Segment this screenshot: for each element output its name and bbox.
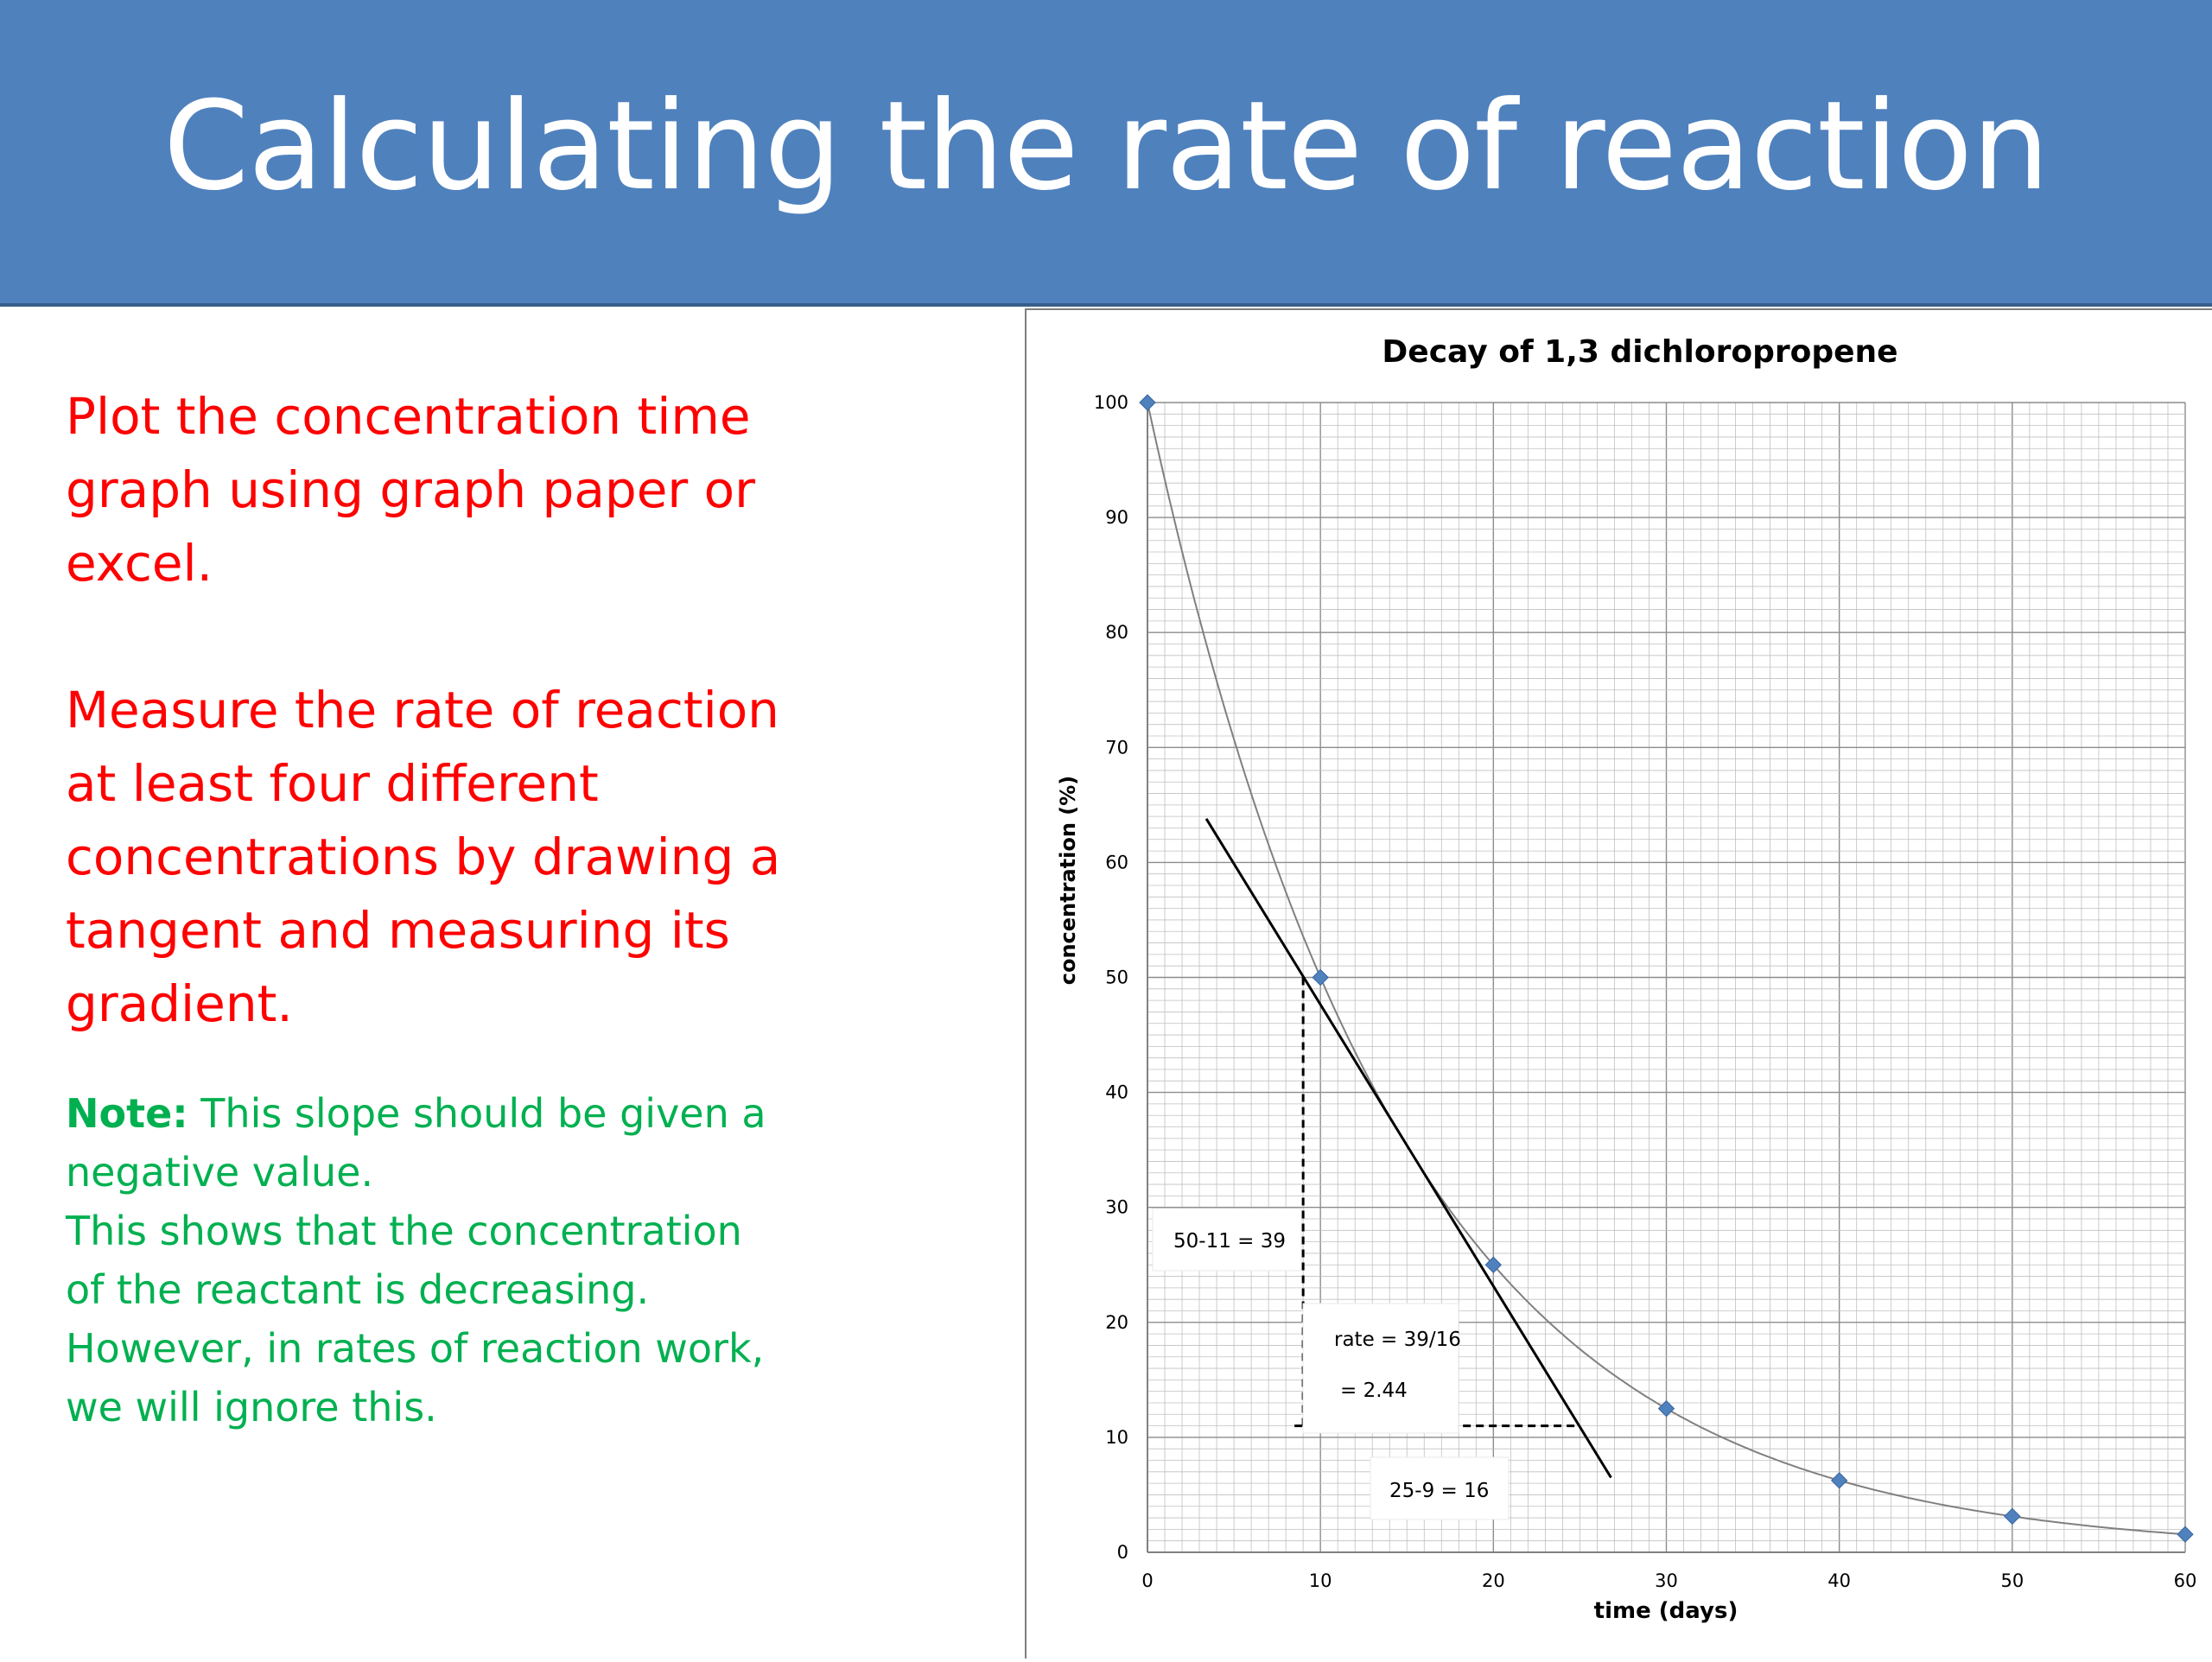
y-axis-label: concentration (%) xyxy=(1056,776,1080,986)
y-tick-label: 30 xyxy=(1105,1197,1128,1218)
x-tick-label: 30 xyxy=(1655,1570,1678,1591)
data-point xyxy=(1657,1399,1675,1418)
y-tick-label: 40 xyxy=(1105,1082,1128,1103)
instruction-line: graph using graph paper or xyxy=(66,460,756,519)
y-tick-label: 80 xyxy=(1105,622,1128,643)
slide-title: Calculating the rate of reaction xyxy=(162,75,2050,218)
run-label-box xyxy=(1370,1456,1510,1520)
instruction-line: Plot the concentration time xyxy=(66,387,751,446)
x-tick-label: 60 xyxy=(2174,1570,2197,1591)
note-line: of the reactant is decreasing. xyxy=(66,1266,650,1313)
note-line: However, in rates of reaction work, xyxy=(66,1325,765,1372)
instruction-line: Measure the rate of reaction xyxy=(66,681,779,739)
chart-title: Decay of 1,3 dichloropropene xyxy=(1382,334,1897,370)
note-block: Note: This slope should be given a negat… xyxy=(66,1084,999,1437)
data-point xyxy=(1830,1472,1848,1489)
rise-label-box xyxy=(1152,1208,1302,1272)
tangent-line xyxy=(1205,818,1612,1479)
instruction-line: at least four different xyxy=(66,754,599,813)
y-tick-label: 20 xyxy=(1105,1312,1128,1333)
y-tick-label: 70 xyxy=(1105,737,1128,758)
data-point xyxy=(1139,394,1156,411)
y-tick-label: 10 xyxy=(1105,1427,1128,1448)
instruction-line: concentrations by drawing a xyxy=(66,828,781,886)
data-point xyxy=(1484,1256,1503,1273)
instruction-line: gradient. xyxy=(66,974,293,1033)
y-tick-label: 90 xyxy=(1105,507,1128,528)
title-bar: Calculating the rate of reaction xyxy=(0,0,2212,307)
x-tick-label: 20 xyxy=(1482,1570,1505,1591)
rate-label-box xyxy=(1302,1303,1459,1434)
instruction-line: excel. xyxy=(66,534,213,593)
note-line: we will ignore this. xyxy=(66,1384,437,1430)
data-point xyxy=(2004,1507,2021,1526)
note-line: This slope should be given a xyxy=(188,1090,766,1137)
chart-panel: Decay of 1,3 dichloropropene 0 10 20 30 40 50… xyxy=(1025,308,2212,1659)
y-tick-label: 50 xyxy=(1105,967,1128,988)
rate-label: rate = 39/16 xyxy=(1334,1329,1461,1351)
y-tick-label: 100 xyxy=(1094,392,1128,413)
instruction-line: tangent and measuring its xyxy=(66,901,730,960)
x-axis-label: time (days) xyxy=(1594,1598,1738,1624)
data-point xyxy=(1312,968,1329,986)
x-tick-label: 10 xyxy=(1309,1570,1332,1591)
x-tick-label: 50 xyxy=(2000,1570,2024,1591)
y-tick-label: 0 xyxy=(1117,1542,1128,1563)
y-tick-label: 60 xyxy=(1105,852,1128,872)
x-tick-label: 40 xyxy=(1827,1570,1851,1591)
data-point xyxy=(2177,1526,2194,1543)
rise-label: 50-11 = 39 xyxy=(1173,1230,1286,1253)
x-tick-label: 0 xyxy=(1141,1570,1153,1591)
note-line: This shows that the concentration xyxy=(66,1208,742,1254)
note-label: Note: xyxy=(66,1090,188,1137)
run-label: 25-9 = 16 xyxy=(1389,1480,1489,1502)
decay-chart: Decay of 1,3 dichloropropene 0 10 20 30 40 50… xyxy=(1056,334,2197,1624)
note-line: negative value. xyxy=(66,1149,374,1196)
rate-value-label: = 2.44 xyxy=(1340,1380,1408,1402)
instructions-panel: Plot the concentration time graph using … xyxy=(66,380,999,1437)
